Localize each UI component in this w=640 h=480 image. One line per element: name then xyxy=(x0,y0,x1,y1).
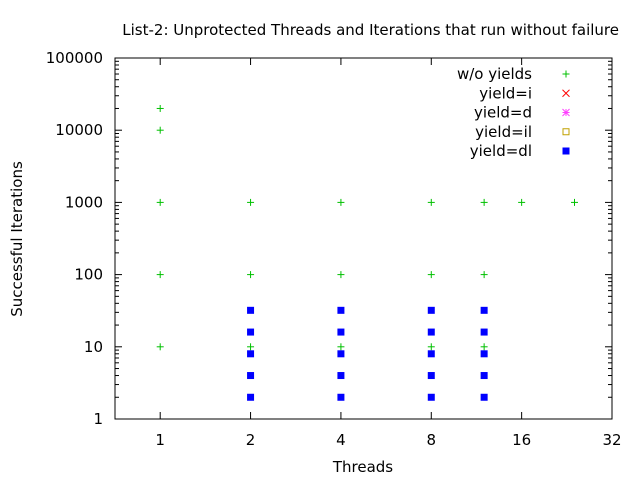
plot-border xyxy=(114,57,613,420)
y-axis-label: Successful Iterations xyxy=(8,161,26,317)
y-tick-label: 10000 xyxy=(55,121,103,139)
legend-label: yield=d xyxy=(474,104,532,122)
data-point xyxy=(427,271,435,279)
data-point xyxy=(480,306,488,314)
data-point xyxy=(427,372,435,380)
data-points xyxy=(156,104,578,401)
data-point xyxy=(480,343,488,351)
data-point xyxy=(427,393,435,401)
chart-title: List-2: Unprotected Threads and Iteratio… xyxy=(122,21,619,39)
data-point xyxy=(156,343,164,351)
data-point xyxy=(480,328,488,336)
y-axis-ticks: 1 10 100 1000 10000 100000 xyxy=(46,49,612,428)
data-point xyxy=(427,328,435,336)
data-point xyxy=(247,393,255,401)
legend-label: w/o yields xyxy=(457,65,532,83)
marker-stroke xyxy=(562,89,570,98)
x-tick-label: 4 xyxy=(336,431,346,449)
data-point xyxy=(570,198,578,206)
data-point xyxy=(518,198,526,206)
legend-label: yield=il xyxy=(475,123,532,141)
data-point xyxy=(156,198,164,206)
data-point xyxy=(247,343,255,351)
data-point xyxy=(427,306,435,314)
data-point xyxy=(337,328,345,336)
data-point xyxy=(247,198,255,206)
x-tick-label: 8 xyxy=(427,431,437,449)
legend-marker xyxy=(562,128,570,136)
marker-stroke xyxy=(562,108,570,117)
x-tick-label: 32 xyxy=(602,431,621,449)
data-point xyxy=(337,393,345,401)
x-tick-label: 16 xyxy=(512,431,531,449)
y-tick-label: 100 xyxy=(74,266,103,284)
y-tick-label: 1000 xyxy=(65,193,103,211)
legend-marker xyxy=(562,70,570,78)
data-point xyxy=(247,306,255,314)
legend-label: yield=dl xyxy=(470,142,532,160)
data-point xyxy=(337,343,345,351)
data-point xyxy=(337,350,345,358)
data-point xyxy=(247,328,255,336)
data-point xyxy=(156,271,164,279)
x-axis-ticks: 1 2 4 8 16 32 xyxy=(155,58,622,449)
data-point xyxy=(337,306,345,314)
data-point xyxy=(337,271,345,279)
x-tick-label: 2 xyxy=(246,431,256,449)
data-point xyxy=(337,372,345,380)
x-axis-label: Threads xyxy=(332,458,393,476)
data-point xyxy=(337,198,345,206)
data-point xyxy=(156,126,164,134)
legend-marker xyxy=(562,89,570,98)
data-point xyxy=(480,198,488,206)
data-point xyxy=(156,104,164,112)
legend-marker xyxy=(562,147,570,155)
data-point xyxy=(427,198,435,206)
legend-label: yield=i xyxy=(479,84,532,102)
data-point xyxy=(480,372,488,380)
data-point xyxy=(480,350,488,358)
legend-marker xyxy=(562,108,570,117)
data-point xyxy=(480,271,488,279)
y-tick-label: 100000 xyxy=(46,49,103,67)
x-tick-label: 1 xyxy=(155,431,165,449)
data-point xyxy=(247,372,255,380)
data-point xyxy=(247,271,255,279)
y-tick-label: 1 xyxy=(93,410,103,428)
data-point xyxy=(427,350,435,358)
data-point xyxy=(480,393,488,401)
data-point xyxy=(247,350,255,358)
y-tick-label: 10 xyxy=(84,338,103,356)
data-point xyxy=(427,343,435,351)
plot-frame xyxy=(114,57,613,420)
